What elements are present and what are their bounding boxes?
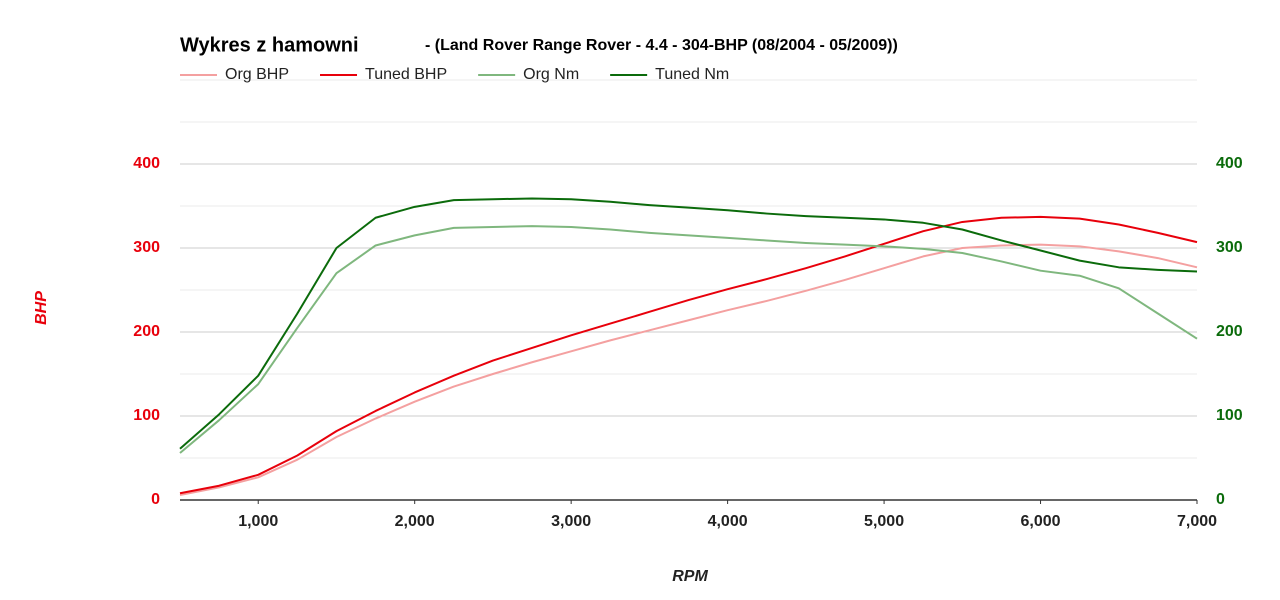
y-tick-label: 300	[133, 239, 160, 256]
y-tick-label: 100	[133, 407, 160, 424]
legend-label: Org Nm	[523, 66, 579, 83]
legend-label: Org BHP	[225, 66, 289, 83]
y2-tick-label: 0	[1216, 491, 1225, 508]
chart-subtitle: - (Land Rover Range Rover - 4.4 - 304-BH…	[425, 37, 898, 54]
series-line	[179, 243, 1198, 496]
y-tick-label: 0	[151, 491, 160, 508]
x-tick-label: 5,000	[864, 513, 904, 530]
x-tick-label: 3,000	[551, 513, 591, 530]
series-line	[179, 197, 1198, 450]
x-tick-label: 7,000	[1177, 513, 1217, 530]
x-tick-label: 2,000	[395, 513, 435, 530]
y2-tick-label: 100	[1216, 407, 1243, 424]
legend-label: Tuned BHP	[365, 66, 447, 83]
y2-tick-label: 300	[1216, 239, 1243, 256]
series-line	[179, 215, 1198, 495]
legend-label: Tuned Nm	[655, 66, 729, 83]
y2-tick-label: 400	[1216, 155, 1243, 172]
x-tick-label: 6,000	[1021, 513, 1061, 530]
x-axis-label: RPM	[672, 568, 708, 585]
x-tick-label: 1,000	[238, 513, 278, 530]
series-line	[179, 225, 1198, 454]
y-axis-label: BHP	[33, 291, 50, 325]
chart-title: Wykres z hamowni	[180, 34, 359, 56]
y2-tick-label: 200	[1216, 323, 1243, 340]
x-tick-label: 4,000	[708, 513, 748, 530]
y-tick-label: 200	[133, 323, 160, 340]
y-tick-label: 400	[133, 155, 160, 172]
